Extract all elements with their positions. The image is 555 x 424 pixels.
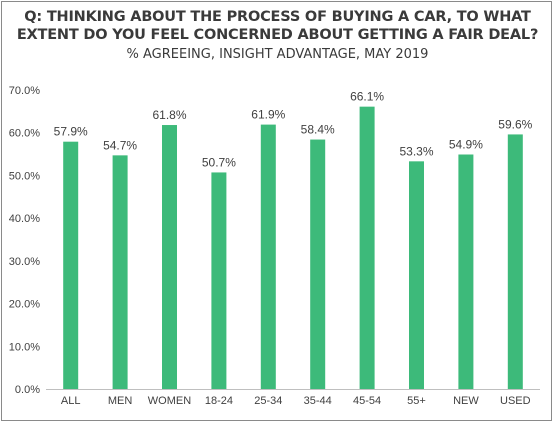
- bars: [63, 106, 523, 390]
- y-axis: 0.0% 10.0% 20.0% 30.0% 40.0% 50.0% 60.0% 70.0%: [9, 85, 40, 396]
- bar-women: [162, 125, 177, 390]
- y-tick-label: 70.0%: [9, 85, 40, 97]
- x-tick-label: MEN: [108, 395, 133, 407]
- data-label: 50.7%: [202, 155, 236, 169]
- data-label: 57.9%: [54, 125, 88, 139]
- data-label: 54.9%: [449, 137, 483, 151]
- bar-35-44: [310, 139, 326, 389]
- data-label: 59.6%: [498, 117, 532, 131]
- y-tick-label: 60.0%: [9, 128, 40, 140]
- y-tick-label: 20.0%: [9, 299, 40, 311]
- y-tick-label: 30.0%: [9, 256, 40, 268]
- y-tick-label: 50.0%: [9, 170, 40, 182]
- x-tick-label: NEW: [453, 395, 479, 407]
- y-tick-label: 10.0%: [9, 341, 40, 353]
- x-tick-label: 35-44: [304, 395, 332, 407]
- x-tick-label: 55+: [407, 395, 426, 407]
- x-axis: ALL MEN WOMEN 18-24 25-34 35-44 45-54 55+ NEW USE…: [46, 389, 540, 407]
- data-label: 66.1%: [350, 90, 384, 104]
- bar-new: [458, 154, 474, 389]
- data-label: 61.9%: [251, 108, 285, 122]
- x-tick-label: 45-54: [353, 395, 381, 407]
- x-tick-label: 18-24: [205, 395, 233, 407]
- bar-55: [409, 161, 424, 389]
- data-label: 53.3%: [399, 144, 433, 158]
- x-tick-label: ALL: [61, 395, 81, 407]
- y-tick-label: 0.0%: [15, 384, 40, 396]
- chart-subtitle: % AGREEING, INSIGHT ADVANTAGE, MAY 2019: [126, 47, 429, 62]
- bar-45-54: [359, 106, 375, 389]
- data-label: 58.4%: [301, 123, 335, 137]
- x-tick-label: USED: [500, 395, 531, 407]
- bar-men: [112, 155, 128, 389]
- chart-title-line-2: EXTENT DO YOU FEEL CONCERNED ABOUT GETTI…: [16, 27, 539, 43]
- data-label: 61.8%: [152, 108, 186, 122]
- chart-title: Q: THINKING ABOUT THE PROCESS OF BUYING …: [0, 8, 555, 44]
- y-tick-label: 40.0%: [9, 213, 40, 225]
- x-tick-label: 25-34: [254, 395, 282, 407]
- bar-used: [507, 134, 523, 389]
- data-label: 54.7%: [103, 138, 137, 152]
- x-tick-label: WOMEN: [148, 395, 191, 407]
- chart-title-line-1: Q: THINKING ABOUT THE PROCESS OF BUYING …: [24, 9, 531, 25]
- bar-all: [63, 141, 79, 389]
- data-labels: 57.9% 54.7% 61.8% 50.7% 61.9% 58.4% 66.1% 53.3%…: [54, 90, 533, 170]
- bar-18-24: [211, 172, 227, 389]
- bar-25-34: [260, 124, 276, 389]
